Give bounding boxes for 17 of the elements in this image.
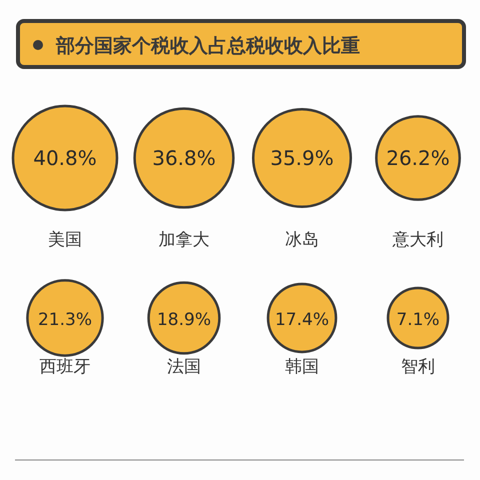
- category-label: 西班牙: [40, 357, 90, 377]
- category-label: 意大利: [392, 230, 444, 250]
- data-label: 18.9%: [156, 310, 212, 330]
- category-label: 法国: [167, 357, 201, 377]
- data-label: 35.9%: [270, 146, 334, 170]
- category-label: 加拿大: [158, 230, 210, 250]
- data-label: 17.4%: [274, 310, 330, 330]
- data-label: 36.8%: [152, 146, 216, 170]
- data-label: 7.1%: [396, 310, 440, 330]
- category-label: 美国: [48, 230, 82, 250]
- data-label: 26.2%: [386, 146, 450, 170]
- data-label: 40.8%: [33, 146, 97, 170]
- category-label: 智利: [401, 357, 435, 377]
- category-label: 韩国: [285, 357, 319, 377]
- text: 部分国家个税收入占总税收收入比重: [55, 35, 360, 57]
- category-label: 冰岛: [285, 230, 319, 250]
- data-label: 21.3%: [38, 310, 92, 330]
